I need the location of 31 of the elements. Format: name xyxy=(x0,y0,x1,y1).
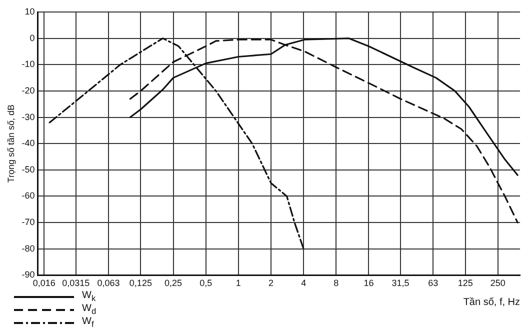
x-tick-label: 0,25 xyxy=(164,278,182,288)
y-tick-label: 0 xyxy=(30,32,35,43)
y-tick-label: -60 xyxy=(22,190,35,201)
x-tick-label: 0,016 xyxy=(32,278,56,288)
x-tick-label: 63 xyxy=(428,278,438,288)
x-tick-label: 0,063 xyxy=(97,278,120,288)
legend-label: W$_{k}$ xyxy=(82,290,96,303)
y-tick-label: 10 xyxy=(24,6,35,16)
x-tick-label: 31,5 xyxy=(392,278,410,288)
y-tick-label: -50 xyxy=(22,164,35,174)
y-tick-label: -10 xyxy=(22,59,35,70)
y-axis-title: Trọng số tần số, dB xyxy=(6,104,16,183)
y-tick-label: -30 xyxy=(22,112,35,122)
x-tick-label: 1 xyxy=(236,278,241,288)
y-tick-label: -20 xyxy=(22,85,35,96)
x-tick-label: 250 xyxy=(490,278,506,288)
x-tick-label: 125 xyxy=(458,278,473,288)
x-tick-label: 16 xyxy=(364,278,374,288)
x-axis-title: Tần số, f, Hz xyxy=(463,296,520,308)
x-tick-label: 4 xyxy=(301,278,306,288)
x-tick-label: 0,5 xyxy=(200,278,212,288)
x-tick-label: 2 xyxy=(268,278,274,288)
legend-label: W$_{f}$ xyxy=(82,316,94,329)
x-tick-label: 8 xyxy=(334,278,339,288)
y-tick-label: -70 xyxy=(22,217,35,228)
y-tick-label: -40 xyxy=(22,138,35,148)
x-tick-label: 0,125 xyxy=(129,278,152,288)
y-tick-label: -80 xyxy=(22,243,35,254)
y-tick-label: -90 xyxy=(22,270,35,280)
x-tick-label: 0,0315 xyxy=(62,278,90,288)
legend-label: W$_{d}$ xyxy=(82,303,96,316)
